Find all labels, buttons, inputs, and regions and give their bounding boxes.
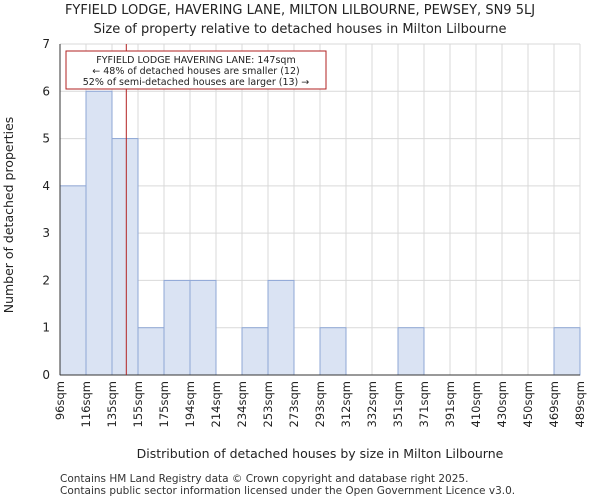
y-tick-label: 7 bbox=[42, 37, 50, 51]
y-tick-label: 0 bbox=[42, 368, 50, 382]
x-tick-label: 234sqm bbox=[235, 381, 249, 427]
x-tick-label: 312sqm bbox=[339, 381, 353, 427]
histogram-bar bbox=[111, 138, 139, 376]
y-tick-label: 1 bbox=[42, 321, 50, 335]
x-tick-label: 96sqm bbox=[53, 381, 67, 420]
y-axis-label: Number of detached properties bbox=[1, 117, 16, 314]
x-tick-label: 253sqm bbox=[261, 381, 275, 427]
histogram-bar bbox=[241, 327, 269, 376]
x-tick-label: 430sqm bbox=[495, 381, 509, 427]
axis-layer: 0 1 2 3 4 5 6 7 96sqm 116sqm 135sqm 155sqm 175sqm 194… bbox=[42, 37, 587, 427]
histogram-bar bbox=[267, 279, 295, 376]
x-tick-label: 489sqm bbox=[573, 381, 587, 427]
y-tick-label: 2 bbox=[42, 273, 50, 287]
histogram-bar bbox=[319, 327, 347, 376]
annotation-line-2: ← 48% of detached houses are smaller (12… bbox=[92, 66, 299, 77]
x-tick-label: 194sqm bbox=[183, 381, 197, 427]
annotation-line-1: FYFIELD LODGE HAVERING LANE: 147sqm bbox=[96, 55, 295, 66]
footer-licence: Contains public sector information licen… bbox=[60, 485, 516, 497]
x-tick-label: 293sqm bbox=[313, 381, 327, 427]
histogram-bar bbox=[189, 279, 217, 376]
x-tick-label: 391sqm bbox=[443, 381, 457, 427]
histogram-bar bbox=[137, 327, 165, 376]
chart-subtitle: Size of property relative to detached ho… bbox=[93, 22, 507, 37]
chart-title: FYFIELD LODGE, HAVERING LANE, MILTON LIL… bbox=[64, 3, 536, 18]
x-tick-label: 273sqm bbox=[287, 381, 301, 427]
annotation-box: FYFIELD LODGE HAVERING LANE: 147sqm ← 48… bbox=[65, 50, 327, 90]
x-tick-label: 351sqm bbox=[391, 381, 405, 427]
x-tick-label: 175sqm bbox=[157, 381, 171, 427]
histogram-bar bbox=[85, 90, 113, 376]
x-tick-label: 332sqm bbox=[365, 381, 379, 427]
x-tick-label: 116sqm bbox=[79, 381, 93, 427]
x-tick-label: 371sqm bbox=[417, 381, 431, 427]
x-tick-label: 155sqm bbox=[131, 381, 145, 427]
histogram-bar bbox=[397, 327, 425, 376]
x-tick-label: 469sqm bbox=[547, 381, 561, 427]
x-tick-label: 410sqm bbox=[469, 381, 483, 427]
y-tick-label: 6 bbox=[42, 84, 50, 98]
x-tick-label: 214sqm bbox=[209, 381, 223, 427]
histogram-bar bbox=[59, 185, 87, 376]
x-tick-label: 135sqm bbox=[105, 381, 119, 427]
y-tick-label: 5 bbox=[42, 132, 50, 146]
bar-layer bbox=[59, 90, 581, 376]
histogram-bar bbox=[553, 327, 581, 376]
annotation-frame bbox=[65, 50, 327, 90]
annotation-line-3: 52% of semi-detached houses are larger (… bbox=[83, 77, 310, 88]
y-tick-label: 3 bbox=[42, 226, 50, 240]
histogram-bar bbox=[163, 279, 191, 376]
y-tick-label: 4 bbox=[42, 179, 50, 193]
footer-copyright: Contains HM Land Registry data © Crown c… bbox=[60, 473, 469, 485]
x-tick-label: 450sqm bbox=[521, 381, 535, 427]
x-axis-label: Distribution of detached houses by size … bbox=[137, 446, 504, 461]
